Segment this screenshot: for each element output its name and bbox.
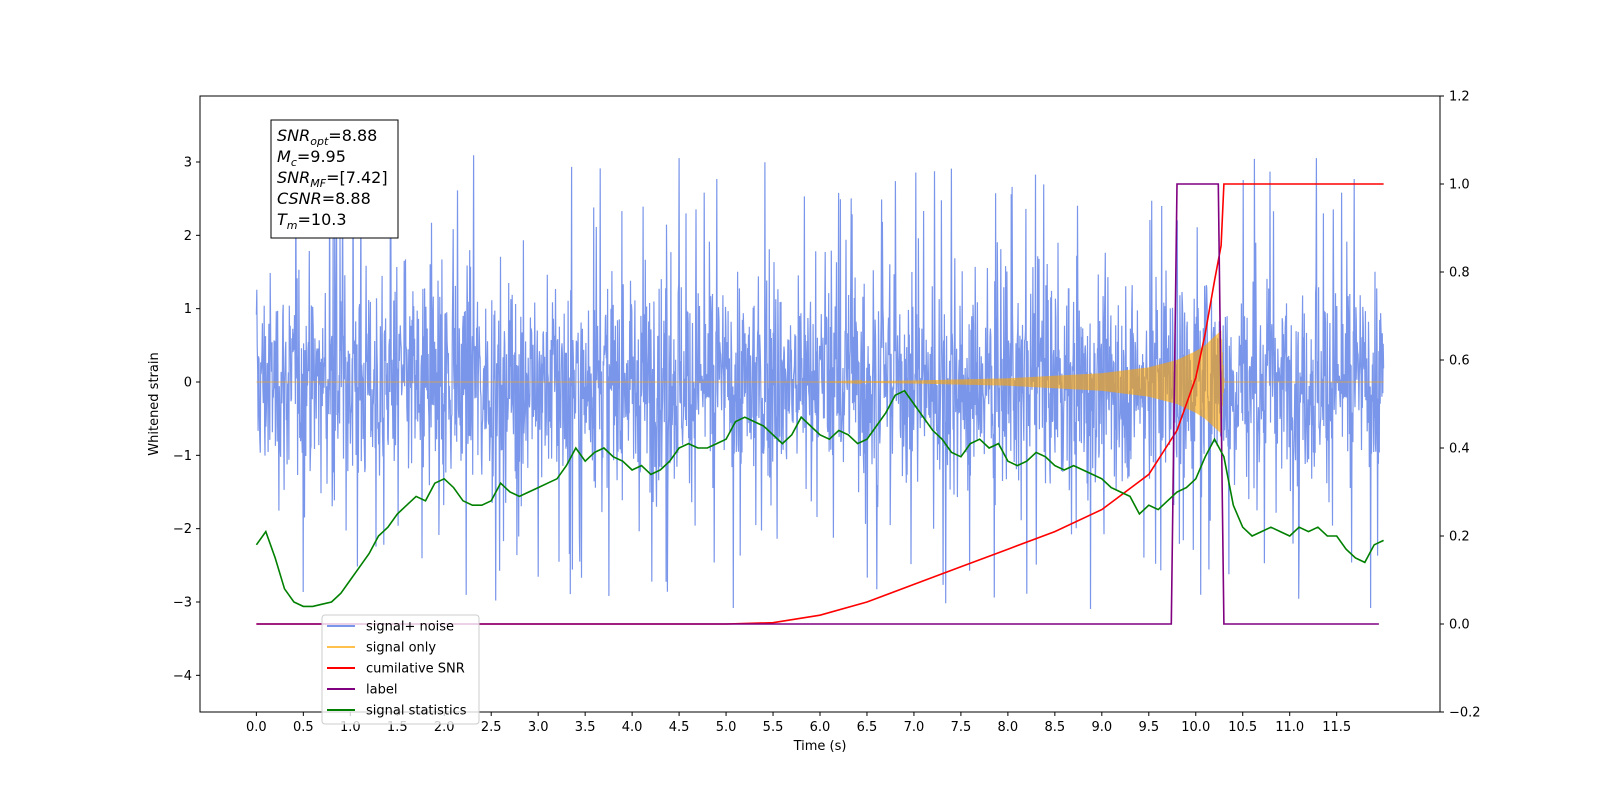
legend-label: cumilative SNR <box>366 662 465 677</box>
x-tick-label: 9.0 <box>1091 720 1112 735</box>
legend-label: signal only <box>366 641 436 656</box>
series-layer <box>255 155 1385 625</box>
legend-label: label <box>366 683 397 698</box>
y2-tick-label: 1.2 <box>1449 90 1470 105</box>
legend-frame <box>321 614 480 725</box>
series-signal-only <box>256 330 1384 433</box>
y-tick-label: −3 <box>173 596 192 611</box>
y-tick-label: 0 <box>184 376 192 391</box>
x-tick-label: 9.5 <box>1138 720 1159 735</box>
x-tick-label: 11.5 <box>1322 720 1351 735</box>
annotation-line: Tm=10.3 <box>277 210 347 232</box>
x-tick-label: 0.0 <box>246 720 267 735</box>
y-tick-label: 2 <box>184 229 192 244</box>
y2-tick-label: 0.2 <box>1449 530 1470 545</box>
x-tick-label: 8.5 <box>1045 720 1066 735</box>
x-tick-label: 8.0 <box>998 720 1019 735</box>
annotation-line: SNRMF=[7.42] <box>277 168 388 190</box>
x-tick-label: 4.5 <box>669 720 690 735</box>
annotation-line: Mc=9.95 <box>277 147 346 169</box>
x-tick-label: 5.5 <box>763 720 784 735</box>
x-tick-label: 6.0 <box>810 720 831 735</box>
series-label <box>256 183 1379 625</box>
y2-tick-label: 0.0 <box>1449 618 1470 633</box>
series-cumulative-snr <box>256 183 1384 625</box>
x-tick-label: 3.5 <box>575 720 596 735</box>
x-tick-label: 5.0 <box>716 720 737 735</box>
annotation-line: CSNR=8.88 <box>277 189 371 208</box>
y-tick-label: −1 <box>173 449 192 464</box>
x-tick-label: 0.5 <box>293 720 314 735</box>
x-tick-label: 2.5 <box>481 720 502 735</box>
x-tick-label: 10.5 <box>1228 720 1257 735</box>
y-tick-label: 1 <box>184 302 192 317</box>
y-tick-label: −2 <box>173 522 192 537</box>
x-tick-label: 7.5 <box>951 720 972 735</box>
annotation-line: SNRopt=8.88 <box>277 126 377 148</box>
legend-label: signal statistics <box>366 704 467 719</box>
series-signal-statistics <box>255 389 1384 608</box>
x-tick-label: 3.0 <box>528 720 549 735</box>
legend-label: signal+ noise <box>366 620 454 635</box>
x-axis-label: Time (s) <box>793 739 847 754</box>
y2-tick-label: 0.8 <box>1449 266 1470 281</box>
annotation-frame <box>270 119 399 239</box>
y2-tick-label: 0.6 <box>1449 354 1470 369</box>
x-tick-label: 10.0 <box>1181 720 1210 735</box>
x-tick-label: 4.0 <box>622 720 643 735</box>
legend: signal+ noise signal only cumilative SNR la… <box>321 614 480 725</box>
y2-tick-label: 1.0 <box>1449 178 1470 193</box>
y-tick-label: 3 <box>184 156 192 171</box>
y-axis-label: Whitened strain <box>147 352 162 455</box>
y2-tick-label: −0.2 <box>1449 706 1481 721</box>
x-tick-label: 7.0 <box>904 720 925 735</box>
x-tick-label: 6.5 <box>857 720 878 735</box>
y2-tick-label: 0.4 <box>1449 442 1470 457</box>
x-tick-label: 11.0 <box>1275 720 1304 735</box>
y-tick-label: −4 <box>173 669 192 684</box>
axes-layer: 0.0 0.5 1.0 1.5 2.0 2.5 3.0 3.5 4.0 4.5 5.0 5.5 6.0 6… <box>173 90 1481 736</box>
